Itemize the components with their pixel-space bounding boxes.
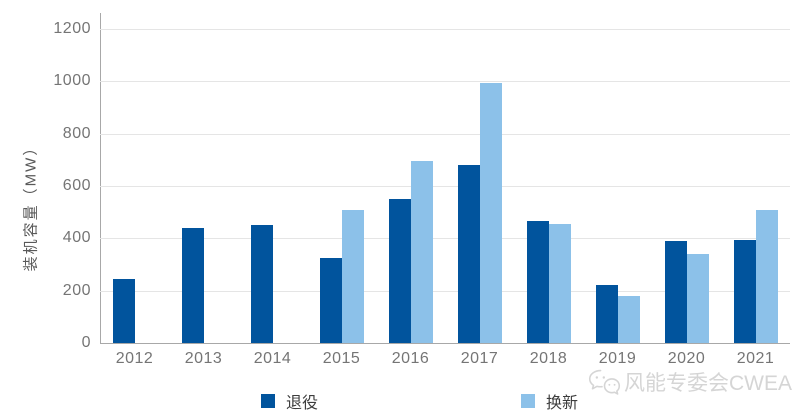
legend-swatch-renewed: [521, 394, 535, 408]
bar-renewed-2015: [341, 209, 364, 343]
y-tick-600: 600: [62, 177, 91, 194]
bar-renewed-2019: [617, 295, 640, 343]
gridline-200: [100, 290, 790, 292]
x-tick-2017: 2017: [460, 350, 499, 367]
y-tick-1200: 1200: [53, 20, 91, 37]
gridline-600: [100, 186, 790, 187]
legend-label-renewed: 换新: [546, 395, 579, 412]
bar-retired-2021: [733, 239, 756, 343]
bar-renewed-2017: [479, 82, 502, 343]
x-tick-2016: 2016: [391, 350, 430, 367]
gridline-1200: [100, 29, 790, 30]
bar-retired-2018: [526, 221, 549, 343]
legend-swatch-retired: [261, 394, 275, 408]
y-tick-200: 200: [62, 281, 91, 299]
y-axis-ticks: 0 200 400 600 800 1000 1200: [21, 0, 91, 418]
x-tick-2014: 2014: [253, 350, 292, 367]
bar-renewed-2021: [755, 209, 778, 343]
x-tick-2021: 2021: [736, 350, 775, 367]
gridline-1000: [100, 81, 790, 83]
watermark-text: 风能专委会CWEA: [624, 372, 792, 395]
bar-retired-2020: [664, 240, 687, 343]
wechat-icon: [588, 369, 621, 395]
bar-renewed-2020: [686, 254, 709, 343]
y-tick-0: 0: [81, 334, 91, 351]
bar-retired-2019: [595, 285, 618, 343]
legend-item-renewed: 换新: [521, 392, 579, 412]
y-tick-400: 400: [62, 229, 91, 247]
gridline-400: [100, 238, 790, 240]
x-tick-2013: 2013: [184, 350, 223, 367]
plot-area: [100, 29, 790, 343]
x-tick-2015: 2015: [322, 350, 361, 367]
x-tick-2020: 2020: [667, 350, 706, 367]
gridline-800: [100, 133, 790, 135]
bar-retired-2016: [388, 199, 411, 343]
y-tick-1000: 1000: [53, 72, 91, 90]
legend-item-retired: 退役: [261, 392, 319, 412]
x-axis-line: [100, 343, 790, 344]
bar-renewed-2018: [548, 223, 571, 343]
x-tick-2018: 2018: [529, 350, 568, 367]
bar-retired-2014: [250, 225, 273, 343]
y-tick-800: 800: [62, 124, 91, 142]
watermark: 风能专委会CWEA: [588, 367, 792, 397]
x-tick-2019: 2019: [598, 350, 637, 367]
y-axis-line: [100, 13, 101, 343]
bar-retired-2015: [319, 257, 342, 343]
bar-renewed-2016: [410, 161, 433, 343]
bar-retired-2017: [457, 165, 480, 343]
legend-label-retired: 退役: [286, 395, 319, 412]
bar-retired-2013: [181, 227, 204, 343]
bar-retired-2012: [112, 278, 135, 343]
x-tick-2012: 2012: [115, 350, 154, 367]
